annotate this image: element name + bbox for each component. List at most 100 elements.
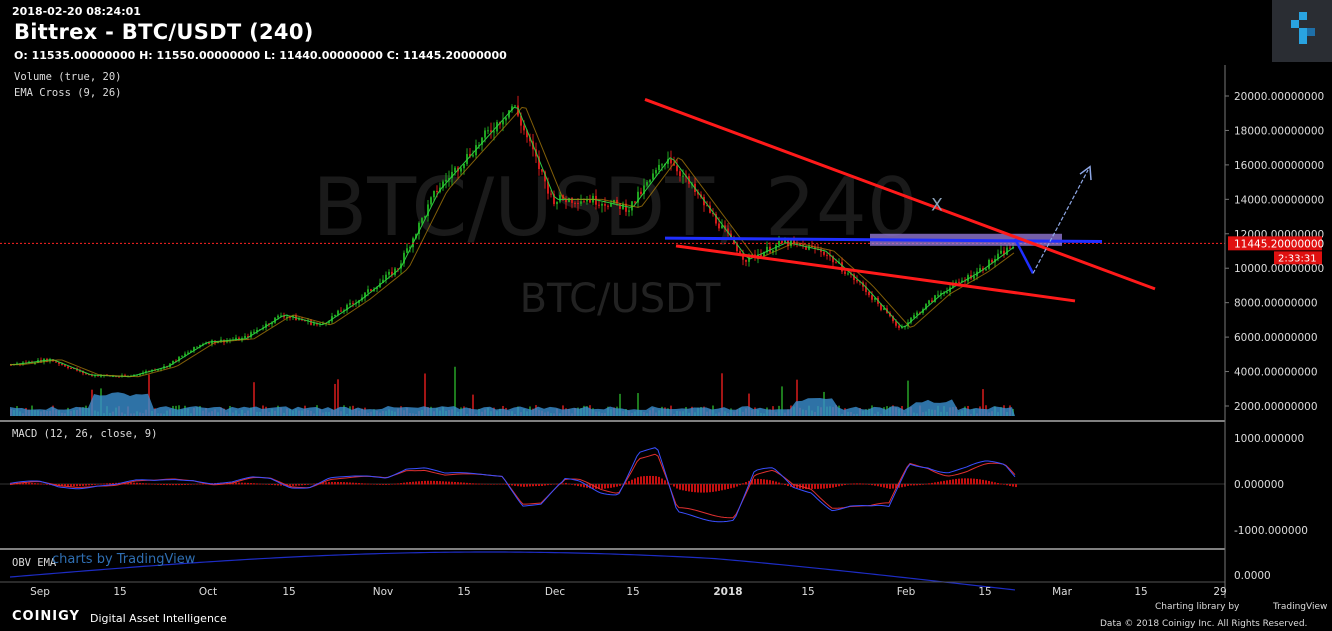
candle-body xyxy=(370,289,372,291)
candle-body xyxy=(835,262,837,264)
macd-histogram-bar xyxy=(607,484,609,489)
candle-body xyxy=(766,246,768,253)
candle-body xyxy=(586,199,588,202)
candle-body xyxy=(808,246,810,250)
macd-histogram-bar xyxy=(1003,484,1005,485)
candle-body xyxy=(337,310,339,315)
candle-body xyxy=(931,300,933,303)
macd-indicator-label[interactable]: MACD (12, 26, close, 9) xyxy=(12,428,158,440)
candle-body xyxy=(580,201,582,204)
macd-histogram-bar xyxy=(985,480,987,485)
volume-bar xyxy=(253,382,255,416)
candle-body xyxy=(289,316,291,318)
macd-histogram-bar xyxy=(757,478,759,485)
support-trendline xyxy=(675,244,1076,303)
macd-histogram-bar xyxy=(913,484,915,486)
macd-histogram-bar xyxy=(382,484,384,485)
candle-body xyxy=(805,245,807,250)
candle-body xyxy=(436,190,438,193)
candle-body xyxy=(871,295,873,300)
macd-histogram-bar xyxy=(424,480,426,485)
candle-body xyxy=(772,250,774,253)
candle-body xyxy=(283,315,285,318)
macd-histogram-bar xyxy=(997,482,999,485)
macd-histogram-bar xyxy=(532,484,534,487)
candle-body xyxy=(856,279,858,282)
macd-histogram-bar xyxy=(1009,484,1011,486)
macd-histogram-bar xyxy=(742,483,744,485)
candle-body xyxy=(493,131,495,133)
candle-body xyxy=(433,190,435,198)
price-axis-label: 8000.00000000 xyxy=(1234,298,1318,310)
candle-body xyxy=(346,304,348,311)
macd-histogram-bar xyxy=(856,483,858,485)
macd-histogram-bar xyxy=(487,484,489,485)
candle-body xyxy=(484,130,486,138)
macd-histogram-bar xyxy=(976,478,978,485)
macd-histogram-bar xyxy=(412,481,414,485)
macd-histogram-bar xyxy=(838,484,840,487)
candle-body xyxy=(451,171,453,179)
macd-histogram-bar xyxy=(646,475,648,485)
macd-histogram-bar xyxy=(28,482,30,485)
candle-body xyxy=(547,181,549,194)
macd-histogram-bar xyxy=(43,483,45,485)
macd-histogram-bar xyxy=(910,484,912,486)
macd-histogram-bar xyxy=(466,482,468,485)
time-axis-label: Nov xyxy=(373,586,394,598)
candle-body xyxy=(250,332,252,338)
macd-line xyxy=(9,447,1016,523)
candle-body xyxy=(427,204,429,217)
macd-histogram-bar xyxy=(280,484,282,486)
candle-body xyxy=(556,201,558,205)
macd-histogram-bar xyxy=(37,483,39,485)
candle-body xyxy=(1000,250,1002,254)
tradingview-credit[interactable]: TradingView xyxy=(1273,602,1328,612)
macd-histogram-bar xyxy=(988,480,990,485)
macd-histogram-bar xyxy=(196,483,198,485)
macd-histogram-bar xyxy=(97,484,99,485)
macd-histogram-bar xyxy=(334,481,336,485)
coinigy-brand[interactable]: COINIGY xyxy=(12,609,80,624)
volume-indicator-label[interactable]: Volume (true, 20) xyxy=(14,71,122,83)
macd-histogram-bar xyxy=(823,484,825,489)
candle-body xyxy=(589,199,591,203)
ema-indicator-label[interactable]: EMA Cross (9, 26) xyxy=(14,87,122,99)
macd-histogram-bar xyxy=(106,483,108,485)
macd-histogram-bar xyxy=(880,484,882,487)
candle-body xyxy=(832,256,834,263)
macd-histogram-bar xyxy=(193,483,195,485)
candle-body xyxy=(742,254,744,260)
candle-body xyxy=(625,203,627,212)
macd-histogram-bar xyxy=(520,484,522,487)
macd-histogram-bar xyxy=(712,484,714,492)
candle-body xyxy=(397,268,399,270)
volume-bar xyxy=(619,393,621,416)
candle-body xyxy=(991,259,993,263)
macd-histogram-bar xyxy=(739,484,741,486)
macd-histogram-bar xyxy=(949,479,951,485)
macd-histogram-bar xyxy=(655,476,657,485)
candle-body xyxy=(418,222,420,235)
candle-body xyxy=(640,191,642,194)
candle-body xyxy=(184,353,186,356)
macd-histogram-bar xyxy=(664,480,666,485)
candle-body xyxy=(424,216,426,218)
candle-body xyxy=(391,271,393,276)
candle-body xyxy=(100,375,102,377)
obv-indicator-label[interactable]: OBV EMA xyxy=(12,557,57,569)
candle-body xyxy=(67,366,69,368)
arrow-head-icon xyxy=(1079,165,1092,181)
candle-body xyxy=(463,163,465,169)
macd-histogram-bar xyxy=(493,484,495,485)
candle-body xyxy=(577,202,579,204)
candle-body xyxy=(472,155,474,157)
candle-body xyxy=(490,130,492,133)
candle-body xyxy=(517,105,519,116)
macd-histogram-bar xyxy=(967,478,969,485)
macd-histogram-bar xyxy=(94,484,96,485)
macd-histogram-bar xyxy=(865,483,867,485)
coinigy-logo-icon[interactable] xyxy=(1272,0,1332,62)
candle-body xyxy=(64,364,66,367)
